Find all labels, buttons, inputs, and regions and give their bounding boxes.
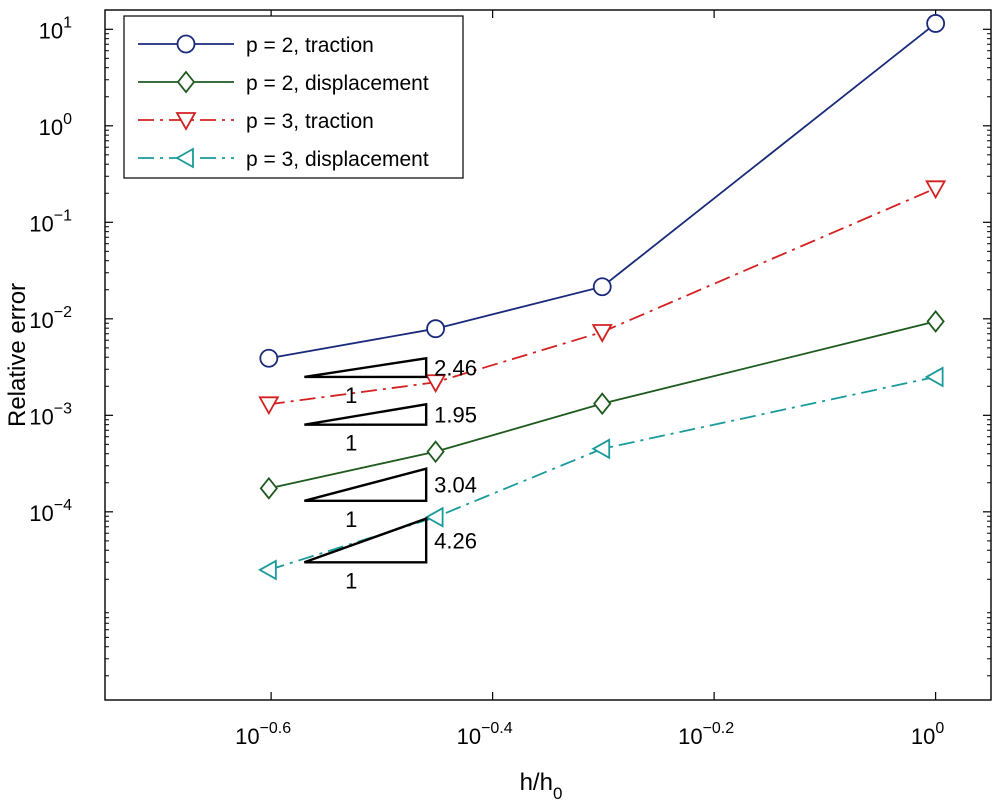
slope-triangle-0 [304,356,428,379]
legend-label-1: p = 2, displacement [246,72,429,95]
slope-rate-label-0: 2.46 [434,356,477,381]
data-point-0-2 [592,277,612,297]
legend-label-0: p = 2, traction [246,34,374,57]
y-tick-label-2: 10−1 [29,207,72,236]
slope-rate-label-1: 1.95 [434,402,477,427]
data-point-0-1 [426,319,446,339]
axis-ticks [105,10,991,700]
slope-triangle-3 [303,516,428,564]
slope-run-label-1: 1 [345,431,357,456]
series-line-1 [268,320,936,490]
series-line-0 [268,22,937,360]
data-point-0-0 [259,348,279,368]
data-point-3-1 [424,506,444,528]
x-tick-label-3: 100 [911,720,944,749]
data-point-3-3 [924,366,944,388]
series-0 [259,14,946,368]
legend-marker-2 [175,112,197,131]
legend-marker-3 [175,147,194,169]
series-1 [259,309,945,500]
x-tick-label-2: 10−0.2 [678,720,734,749]
y-tick-label-5: 10−4 [29,497,72,526]
slope-rate-label-3: 4.26 [434,528,477,553]
series-3 [258,366,944,581]
y-tick-label-3: 10−2 [29,304,72,333]
data-point-2-0 [258,396,280,416]
y-tick-label-4: 10−3 [29,400,72,429]
slope-run-label-3: 1 [345,568,357,593]
tick-labels: 10−0.6 10−0.4 10−0.2 100 101 100 10−1 10−2 10−3 1… [29,14,944,749]
x-axis-label: h/h0 [520,769,563,803]
plot-frame [104,9,992,701]
data-point-3-0 [258,559,277,581]
data-point-1-1 [426,440,445,464]
legend-label-3: p = 3, displacement [246,148,429,171]
data-point-1-2 [593,392,612,416]
legend-marker-0 [176,34,196,54]
y-axis-label: Relative error [4,283,31,427]
data-point-0-3 [926,14,946,33]
slope-triangle-2 [304,467,428,503]
data-point-2-2 [591,324,613,343]
y-tick-label-1: 100 [39,111,72,140]
x-tick-label-1: 10−0.4 [457,720,513,749]
data-point-2-1 [425,374,447,394]
data-point-2-3 [925,180,947,200]
y-tick-label-0: 101 [39,14,72,43]
data-point-3-2 [591,438,611,460]
x-tick-label-0: 10−0.6 [235,720,291,749]
slope-triangles: 2.46 1 1.95 1 3.04 1 4.26 1 [303,356,477,593]
data-point-1-3 [926,309,945,333]
slope-run-label-2: 1 [345,507,357,532]
slope-run-label-0: 1 [345,383,357,408]
series-line-2 [268,187,936,406]
series-layer [258,14,947,581]
slope-triangle-1 [304,402,428,426]
legend-label-2: p = 3, traction [246,110,374,133]
series-2 [258,180,947,416]
legend: p = 2, traction p = 2, displacement p = 3,… [123,15,464,179]
data-point-1-0 [259,476,278,500]
slope-rate-label-2: 3.04 [434,473,477,498]
legend-marker-1 [176,70,196,94]
